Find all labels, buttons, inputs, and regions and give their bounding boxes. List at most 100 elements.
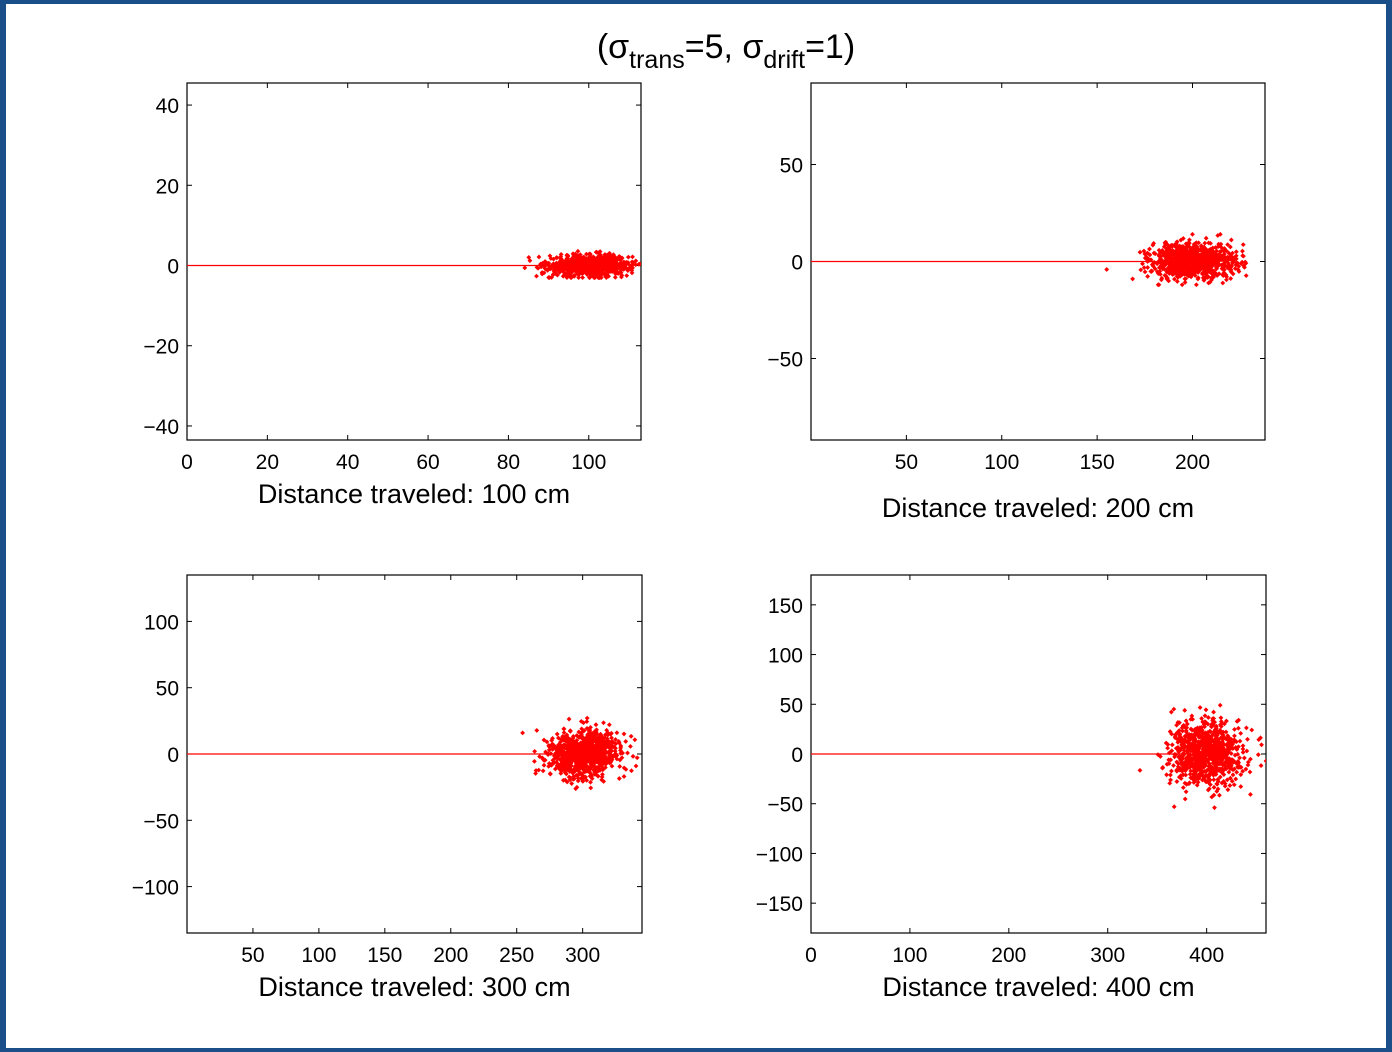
- particle-point: [586, 275, 592, 280]
- particle-point: [1188, 273, 1194, 279]
- particle-point: [561, 726, 567, 732]
- particle-point: [1157, 271, 1163, 277]
- particle-point: [1211, 784, 1217, 790]
- particle-point: [1155, 271, 1161, 276]
- particle-point: [595, 257, 601, 263]
- y-tick-label: 0: [167, 744, 179, 767]
- particle-point: [554, 759, 559, 765]
- particle-point: [1142, 269, 1148, 275]
- figure-canvas: (σtrans=5, σdrift=1) 0 20 40 60 80 100 −40 −20 0…: [6, 4, 1386, 1048]
- x-tick-label: 200: [433, 944, 468, 967]
- particle-point: [558, 254, 564, 260]
- data-layer: [187, 248, 641, 280]
- particle-point: [1179, 282, 1185, 288]
- particle-point: [1226, 743, 1232, 749]
- particle-point: [1213, 765, 1218, 771]
- particle-point: [1230, 259, 1236, 265]
- y-tick-label: 100: [144, 611, 179, 634]
- particle-point: [604, 727, 610, 733]
- particle-point: [1177, 731, 1183, 737]
- particle-point: [572, 745, 578, 751]
- particle-point: [1171, 706, 1177, 712]
- particle-point: [584, 767, 589, 773]
- particle-point: [1228, 775, 1233, 781]
- particle-point: [533, 771, 539, 776]
- particle-point: [568, 767, 574, 772]
- particle-point: [1195, 757, 1200, 763]
- particle-point: [1209, 734, 1215, 740]
- particle-point: [1181, 740, 1187, 745]
- particle-point: [1197, 725, 1203, 731]
- particle-point: [1215, 244, 1221, 250]
- particle-point: [1160, 264, 1166, 270]
- particle-point: [584, 744, 589, 750]
- particle-point: [1182, 762, 1188, 768]
- particle-point: [1219, 780, 1225, 786]
- particle-point: [1225, 260, 1231, 266]
- particle-point: [1164, 246, 1170, 251]
- particle-point: [1182, 279, 1188, 285]
- particle-point: [1192, 243, 1197, 249]
- particle-point: [1198, 754, 1203, 760]
- particle-point: [1203, 707, 1209, 713]
- particle-point: [554, 731, 560, 737]
- particle-point: [1233, 249, 1239, 255]
- particle-point: [1193, 254, 1199, 260]
- particle-point: [613, 737, 618, 742]
- particle-point: [609, 763, 615, 769]
- particle-point: [1178, 237, 1184, 243]
- particle-point: [574, 761, 580, 767]
- particle-point: [597, 763, 603, 769]
- particle-point: [1216, 737, 1221, 743]
- particle-point: [1225, 787, 1231, 793]
- particle-point: [1177, 757, 1183, 763]
- particle-point: [581, 754, 587, 760]
- particle-point: [620, 750, 625, 756]
- particle-point: [1205, 715, 1211, 720]
- particle-point: [1238, 261, 1244, 266]
- particle-point: [1180, 766, 1186, 772]
- particle-point: [1186, 753, 1191, 759]
- particle-point: [1186, 262, 1192, 268]
- y-tick-label: 20: [156, 175, 179, 198]
- particle-point: [1201, 266, 1207, 272]
- particle-point: [1237, 755, 1242, 761]
- particle-point: [1222, 267, 1227, 273]
- particle-point: [1192, 771, 1198, 777]
- particle-point: [1184, 732, 1190, 738]
- particle-point: [1211, 742, 1217, 748]
- particle-point: [1238, 730, 1244, 736]
- particle-point: [605, 732, 611, 738]
- particle-point: [603, 765, 608, 770]
- particle-point: [612, 744, 617, 750]
- particle-point: [1214, 266, 1220, 272]
- particle-point: [623, 766, 629, 772]
- particle-point: [599, 267, 604, 273]
- particle-point: [607, 756, 613, 762]
- particle-point: [571, 776, 577, 782]
- particle-point: [1206, 739, 1211, 745]
- y-tick-label: 0: [791, 744, 803, 767]
- particle-point: [1194, 250, 1200, 256]
- particle-point: [612, 254, 618, 259]
- particle-point: [1190, 268, 1196, 273]
- particle-point: [1210, 256, 1216, 262]
- particle-point: [1228, 237, 1234, 243]
- particle-point: [616, 740, 622, 746]
- particle-point: [1176, 262, 1181, 267]
- particle-point: [1234, 719, 1240, 724]
- particle-point: [1216, 258, 1222, 264]
- particle-point: [1151, 259, 1157, 265]
- x-tick-label: 100: [301, 944, 336, 967]
- particle-point: [630, 753, 636, 759]
- particle-point: [1207, 754, 1213, 760]
- y-tick-label: −150: [756, 893, 803, 916]
- particle-point: [1203, 274, 1209, 280]
- axes-box: [186, 82, 642, 441]
- particle-point: [590, 751, 596, 756]
- particle-point: [1233, 262, 1239, 268]
- particle-point: [576, 766, 582, 771]
- particle-point: [630, 254, 635, 260]
- particle-point: [576, 748, 581, 754]
- particle-point: [1182, 737, 1188, 743]
